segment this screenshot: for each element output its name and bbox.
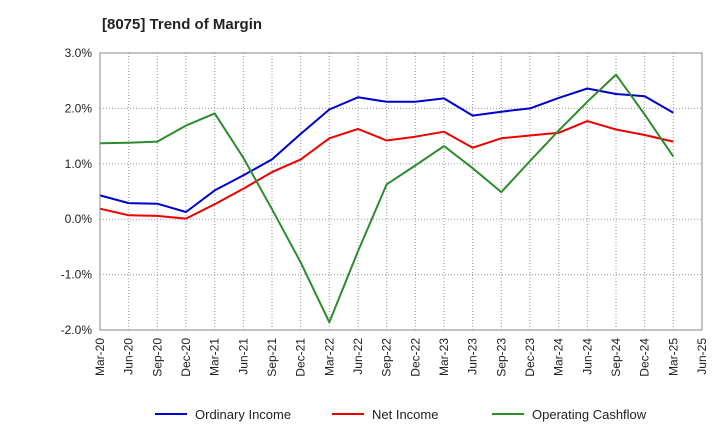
x-tick-label: Jun-21 — [236, 338, 250, 375]
x-tick-label: Jun-24 — [580, 338, 594, 375]
y-axis-ticks: -2.0% -1.0% 0.0% 1.0% 2.0% 3.0% — [61, 46, 93, 337]
x-tick-label: Dec-23 — [523, 338, 537, 377]
x-tick-label: Jun-25 — [695, 338, 709, 375]
operating-cashflow-line — [99, 73, 675, 324]
x-tick-label: Mar-25 — [666, 338, 680, 376]
y-tick-label: 3.0% — [65, 46, 93, 60]
x-tick-label: Sep-22 — [380, 338, 394, 377]
x-tick-label: Dec-24 — [638, 338, 652, 377]
y-tick-label: -2.0% — [61, 323, 93, 337]
legend: Ordinary Income Net Income Operating Cashf… — [155, 407, 647, 422]
x-tick-label: Mar-22 — [322, 338, 336, 376]
x-tick-label: Sep-20 — [150, 338, 164, 377]
x-tick-label: Mar-20 — [93, 338, 107, 376]
y-tick-label: 1.0% — [65, 157, 93, 171]
x-tick-label: Sep-21 — [265, 338, 279, 377]
chart-title: [8075] Trend of Margin — [102, 16, 263, 33]
ordinary-income-line — [99, 87, 674, 213]
x-axis-ticks: Mar-20 Jun-20 Sep-20 Dec-20 Mar-21 Jun-21 Sep-… — [93, 338, 709, 377]
y-tick-label: 2.0% — [65, 101, 93, 115]
x-tick-label: Mar-21 — [208, 338, 222, 376]
x-tick-label: Jun-22 — [351, 338, 365, 375]
x-tick-label: Jun-20 — [122, 338, 136, 375]
x-tick-label: Sep-23 — [494, 338, 508, 377]
x-tick-label: Dec-21 — [294, 338, 308, 377]
y-tick-label: 0.0% — [65, 212, 93, 226]
series-lines — [99, 73, 675, 324]
x-tick-label: Mar-23 — [437, 338, 451, 376]
grid-lines — [99, 52, 703, 331]
x-tick-label: Dec-20 — [179, 338, 193, 377]
x-tick-label: Sep-24 — [609, 338, 623, 377]
x-tick-label: Mar-24 — [552, 338, 566, 376]
legend-label-operating-cashflow: Operating Cashflow — [532, 407, 647, 422]
x-tick-label: Jun-23 — [466, 338, 480, 375]
plot-frame — [99, 52, 703, 331]
net-income-line — [99, 120, 674, 220]
legend-label-ordinary-income: Ordinary Income — [195, 407, 291, 422]
x-tick-label: Dec-22 — [408, 338, 422, 377]
legend-label-net-income: Net Income — [372, 407, 438, 422]
y-tick-label: -1.0% — [61, 268, 93, 282]
